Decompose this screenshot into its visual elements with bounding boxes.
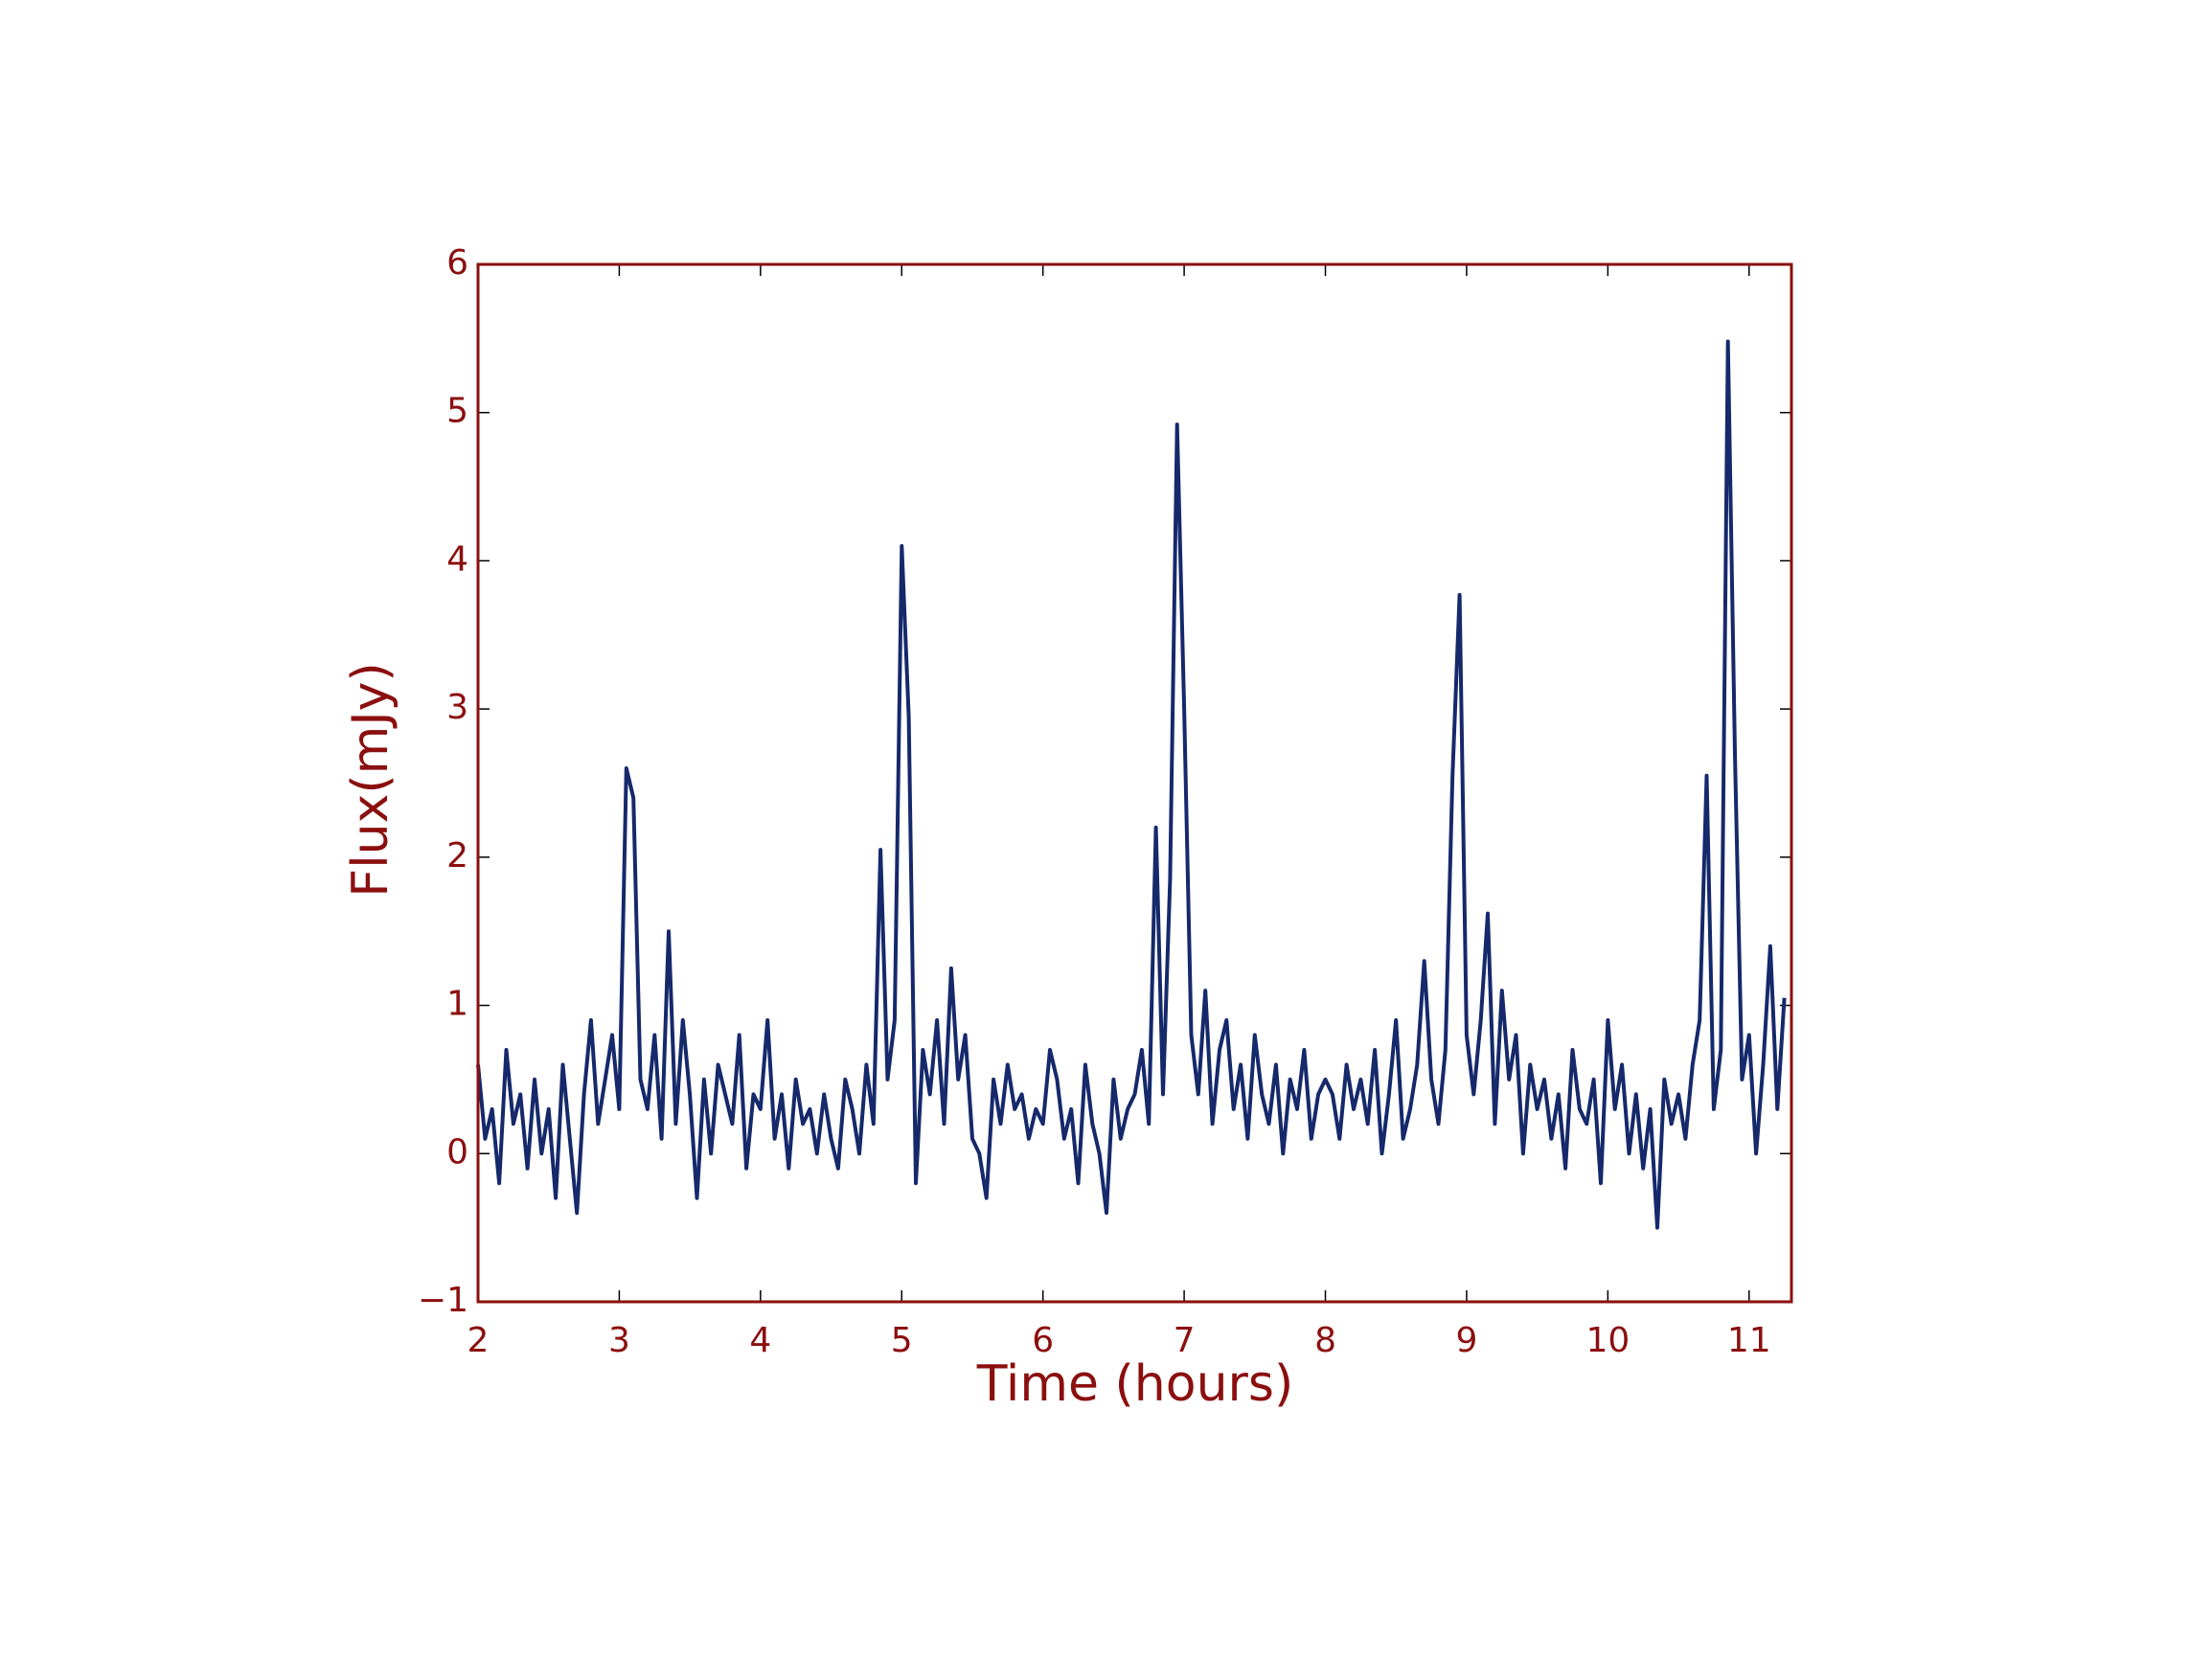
x-tick-label: 5 [891, 1321, 913, 1360]
x-tick-label: 4 [749, 1321, 771, 1360]
x-tick-label: 6 [1032, 1321, 1054, 1360]
x-tick-label: 9 [1455, 1321, 1477, 1360]
y-tick-label: 3 [446, 688, 468, 727]
x-tick-label: 7 [1174, 1321, 1196, 1360]
x-tick-label: 11 [1727, 1321, 1771, 1360]
y-tick-label: 2 [446, 836, 468, 876]
y-tick-label: 4 [446, 539, 468, 579]
x-axis-label: Time (hours) [976, 1355, 1294, 1413]
plot-frame [476, 262, 1793, 1304]
y-axis-label: Flux(mJy) [342, 662, 399, 897]
y-tick-label: 5 [446, 392, 468, 431]
data-line [476, 339, 1787, 1230]
y-tick-label: 0 [446, 1132, 468, 1172]
y-tick-label: −1 [418, 1281, 468, 1320]
x-tick-label: 8 [1314, 1321, 1336, 1360]
x-tick-label: 3 [608, 1321, 630, 1360]
x-tick-label: 10 [1585, 1321, 1630, 1360]
y-tick-label: 6 [446, 243, 468, 283]
y-tick-label: 1 [446, 985, 468, 1024]
x-tick-label: 2 [467, 1321, 490, 1360]
